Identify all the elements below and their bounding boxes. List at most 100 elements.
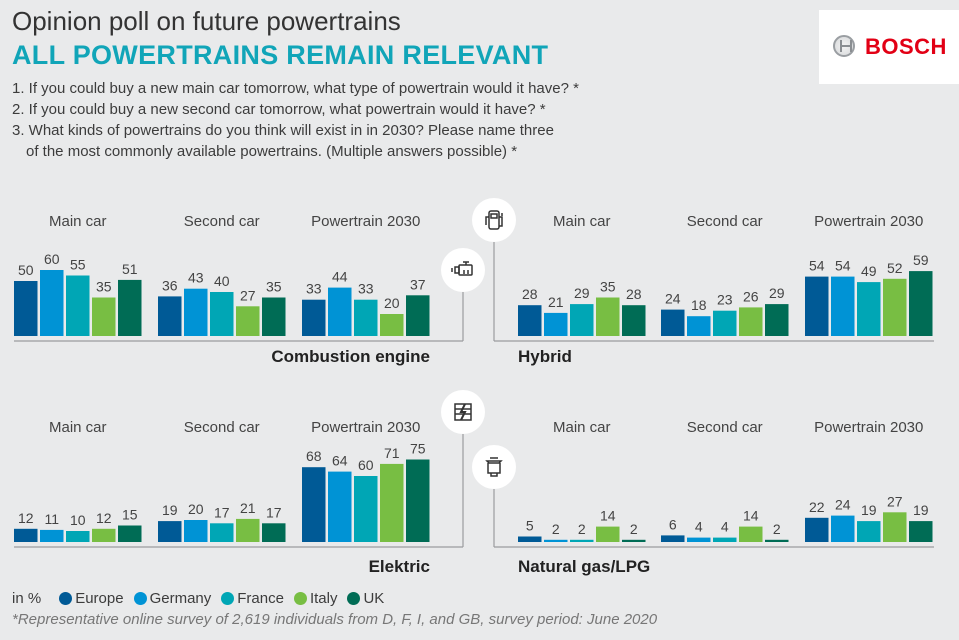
- data-label: 36: [162, 277, 178, 293]
- survey-questions: 1. If you could buy a new main car tomor…: [12, 78, 579, 162]
- bosch-logo: BOSCH: [819, 10, 959, 84]
- category-label: Second car: [184, 419, 260, 436]
- legend-item-france: France: [221, 590, 284, 607]
- bar-uk: [262, 297, 286, 336]
- bar-europe: [158, 296, 182, 336]
- data-label: 14: [743, 508, 759, 524]
- bar-uk: [765, 304, 789, 336]
- data-label: 12: [96, 510, 112, 526]
- bar-uk: [622, 305, 646, 336]
- bar-germany: [831, 276, 855, 336]
- category-label: Powertrain 2030: [311, 419, 420, 436]
- bar-germany: [184, 520, 208, 542]
- legend-swatch: [133, 592, 147, 605]
- legend-item-germany: Germany: [133, 590, 211, 607]
- data-label: 54: [835, 258, 851, 274]
- bosch-wordmark: BOSCH: [865, 34, 947, 59]
- bar-italy: [92, 528, 116, 542]
- data-label: 2: [773, 521, 781, 537]
- data-label: 60: [358, 457, 374, 473]
- category-label: Second car: [184, 213, 260, 230]
- bar-germany: [40, 270, 64, 336]
- data-label: 19: [913, 502, 929, 518]
- data-label: 2: [630, 521, 638, 537]
- legend-swatch: [59, 592, 73, 605]
- panel-title: Elektric: [369, 557, 430, 576]
- data-label: 33: [306, 281, 322, 297]
- data-label: 15: [122, 507, 138, 523]
- data-label: 29: [769, 285, 785, 301]
- data-label: 17: [214, 504, 230, 520]
- panel-title: Combustion engine: [271, 347, 430, 366]
- page-subtitle: ALL POWERTRAINS REMAIN RELEVANT: [12, 40, 549, 70]
- bar-uk: [406, 295, 430, 336]
- data-label: 18: [691, 297, 707, 313]
- data-label: 24: [665, 291, 681, 307]
- data-label: 20: [384, 295, 400, 311]
- bar-italy: [596, 526, 620, 542]
- bosch-armature-icon: [833, 35, 855, 57]
- data-label: 52: [887, 260, 903, 276]
- bar-germany: [687, 537, 711, 542]
- data-label: 10: [70, 512, 86, 528]
- data-label: 22: [809, 499, 825, 515]
- data-label: 24: [835, 497, 851, 513]
- data-label: 59: [913, 252, 929, 268]
- data-label: 44: [332, 269, 348, 285]
- legend-item-uk: UK: [347, 590, 384, 607]
- bar-italy: [380, 463, 404, 542]
- data-label: 2: [552, 521, 560, 537]
- question-3: 3. What kinds of powertrains do you thin…: [12, 122, 554, 139]
- question-2: 2. If you could buy a new second car tom…: [12, 101, 546, 118]
- data-label: 55: [70, 257, 86, 273]
- bar-france: [210, 292, 234, 336]
- data-label: 50: [18, 262, 34, 278]
- panel-title: Hybrid: [518, 347, 572, 366]
- bar-france: [857, 521, 881, 542]
- question-3-continued: of the most commonly available powertrai…: [26, 143, 518, 160]
- bar-germany: [328, 471, 352, 542]
- bar-europe: [14, 281, 38, 336]
- bar-germany: [687, 316, 711, 336]
- bar-germany: [544, 539, 568, 542]
- data-label: 54: [809, 258, 825, 274]
- bar-europe: [661, 309, 685, 336]
- icon-badge: [472, 198, 516, 242]
- fuel-charging-pump-icon: [485, 210, 503, 230]
- data-label: 23: [717, 292, 733, 308]
- bar-france: [713, 537, 737, 542]
- bar-italy: [883, 278, 907, 336]
- bar-italy: [739, 307, 763, 336]
- data-label: 51: [122, 261, 138, 277]
- data-label: 37: [410, 276, 426, 292]
- bar-uk: [622, 539, 646, 542]
- bar-germany: [328, 287, 352, 336]
- bar-germany: [544, 312, 568, 336]
- bar-uk: [118, 279, 142, 336]
- bar-france: [713, 310, 737, 336]
- category-label: Main car: [553, 419, 611, 436]
- bar-france: [570, 539, 594, 542]
- data-label: 6: [669, 516, 677, 532]
- icon-badge: [472, 445, 516, 489]
- bar-italy: [92, 297, 116, 336]
- data-label: 4: [721, 519, 729, 535]
- data-label: 11: [44, 511, 59, 527]
- legend-swatch: [347, 592, 361, 605]
- panel-title: Natural gas/LPG: [518, 557, 650, 576]
- category-label: Powertrain 2030: [814, 213, 923, 230]
- bar-france: [66, 531, 90, 542]
- bar-germany: [831, 515, 855, 542]
- bar-france: [354, 476, 378, 542]
- footnote: *Representative online survey of 2,619 i…: [12, 611, 658, 628]
- bar-italy: [236, 518, 260, 542]
- data-label: 68: [306, 448, 322, 464]
- question-1: 1. If you could buy a new main car tomor…: [12, 80, 579, 97]
- bar-uk: [909, 521, 933, 542]
- bar-europe: [805, 276, 829, 336]
- bar-france: [210, 523, 234, 542]
- data-label: 2: [578, 521, 586, 537]
- bar-france: [857, 282, 881, 336]
- data-label: 64: [332, 453, 348, 469]
